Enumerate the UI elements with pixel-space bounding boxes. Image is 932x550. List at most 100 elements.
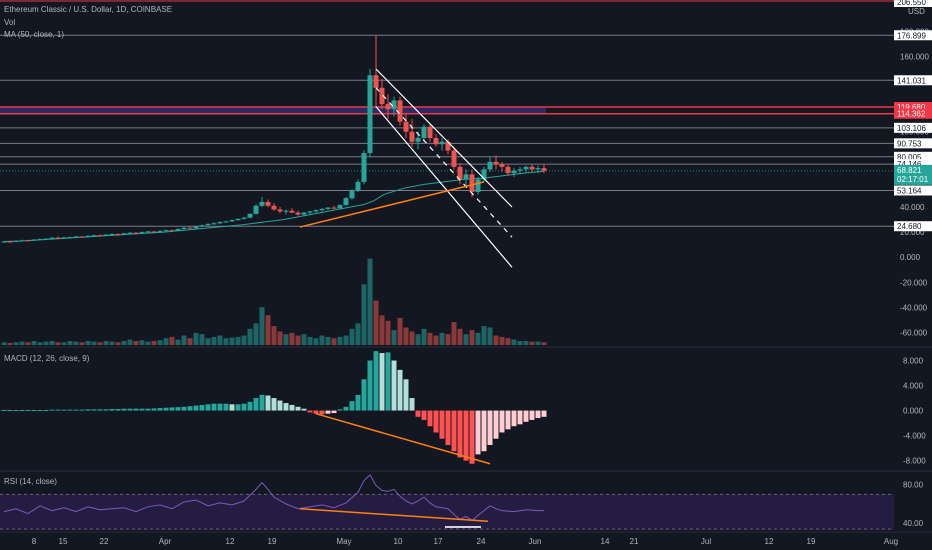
volume-bar (415, 334, 421, 345)
time-axis-label: Jul (701, 537, 711, 546)
resistance-tag (894, 108, 932, 119)
rsi-marker (445, 526, 481, 528)
candle-body (277, 209, 283, 212)
macd-bar (115, 409, 121, 411)
macd-bar (25, 409, 31, 411)
candle-body (487, 161, 493, 170)
macd-bar (295, 406, 301, 411)
macd-bar (325, 410, 331, 414)
candle-body (127, 232, 133, 234)
candle-body (397, 100, 403, 122)
macd-bar (355, 394, 361, 411)
macd-axis-label: 0.000 (903, 407, 924, 416)
volume-bar (301, 334, 307, 345)
candle-body (469, 174, 475, 192)
candle-body (43, 238, 49, 240)
candle-body (139, 232, 145, 234)
volume-bar (511, 339, 517, 345)
volume-bar (97, 342, 103, 345)
candle-body (367, 75, 373, 154)
macd-bar (229, 404, 235, 411)
candle-body (97, 235, 103, 237)
macd-bar (271, 398, 277, 411)
macd-bar (49, 409, 55, 411)
macd-bar (157, 408, 163, 411)
candle-body (541, 168, 547, 171)
volume-bar (103, 340, 109, 345)
macd-bar (139, 408, 145, 411)
volume-bar (211, 336, 217, 345)
volume-bar (295, 335, 301, 345)
macd-bar (361, 379, 367, 411)
volume-bar (229, 337, 235, 345)
macd-bar (1, 409, 7, 411)
rsi-axis-label: 40.00 (903, 519, 924, 528)
candle-body (91, 235, 97, 237)
rsi-legend[interactable]: RSI (14, close) (4, 477, 57, 486)
macd-bar (541, 410, 547, 417)
volume-bar (409, 331, 415, 345)
macd-bar (427, 410, 433, 427)
volume-bar (463, 334, 469, 345)
volume-bar (79, 342, 85, 345)
level-tag-text: 74.146 (897, 160, 922, 169)
volume-bar (193, 332, 199, 345)
macd-bar (205, 404, 211, 411)
macd-bar (475, 410, 481, 455)
top-level-tag (894, 0, 932, 7)
volume-bar (163, 338, 169, 345)
volume-bar (367, 258, 373, 345)
macd-bar (259, 394, 265, 411)
macd-bar (523, 410, 529, 422)
candle-body (433, 138, 439, 145)
candle-body (31, 239, 37, 241)
channel-midline (375, 87, 513, 238)
macd-legend[interactable]: MACD (12, 26, close, 9) (4, 354, 90, 363)
candle-body (415, 138, 421, 142)
resistance-zone (0, 107, 546, 114)
volume-legend[interactable]: Vol (4, 18, 16, 27)
level-tag (894, 151, 932, 162)
level-tag (894, 159, 932, 170)
volume-bar (337, 336, 343, 345)
macd-bar (127, 408, 133, 411)
macd-bar (385, 352, 391, 411)
candle-body (409, 131, 415, 142)
macd-bar (79, 409, 85, 411)
last-price-tag (894, 164, 932, 185)
candle-body (385, 104, 391, 110)
volume-bar (1, 342, 7, 345)
resistance-tag-text: 114.362 (897, 110, 926, 119)
candle-body (481, 169, 487, 180)
candle-body (37, 238, 43, 240)
candle-body (271, 205, 277, 210)
price-axis-label: -20.000 (900, 278, 928, 287)
macd-bar (13, 409, 19, 411)
macd-bar (505, 410, 511, 430)
ma-legend[interactable]: MA (50, close, 1) (4, 30, 65, 39)
candle-body (403, 121, 409, 132)
volume-bar (139, 340, 145, 345)
macd-bar (337, 409, 343, 411)
candle-body (211, 223, 217, 225)
volume-bar (253, 323, 259, 345)
volume-bar (391, 330, 397, 345)
volume-bar (505, 338, 511, 345)
macd-bar (373, 351, 379, 411)
volume-bar (217, 335, 223, 345)
candle-body (7, 241, 13, 243)
volume-bar (61, 342, 67, 345)
macd-bar (55, 409, 61, 411)
candle-body (313, 210, 319, 212)
macd-bar (397, 369, 403, 411)
volume-bar (43, 341, 49, 345)
volume-bar (421, 328, 427, 345)
volume-bar (373, 300, 379, 345)
candle-body (67, 237, 73, 239)
resistance-tag-text: 119.680 (897, 103, 926, 112)
symbol-legend[interactable]: Ethereum Classic / U.S. Dollar, 1D, COIN… (4, 5, 173, 14)
volume-bar (109, 341, 115, 345)
volume-bar (307, 336, 313, 345)
volume-bar (271, 326, 277, 345)
